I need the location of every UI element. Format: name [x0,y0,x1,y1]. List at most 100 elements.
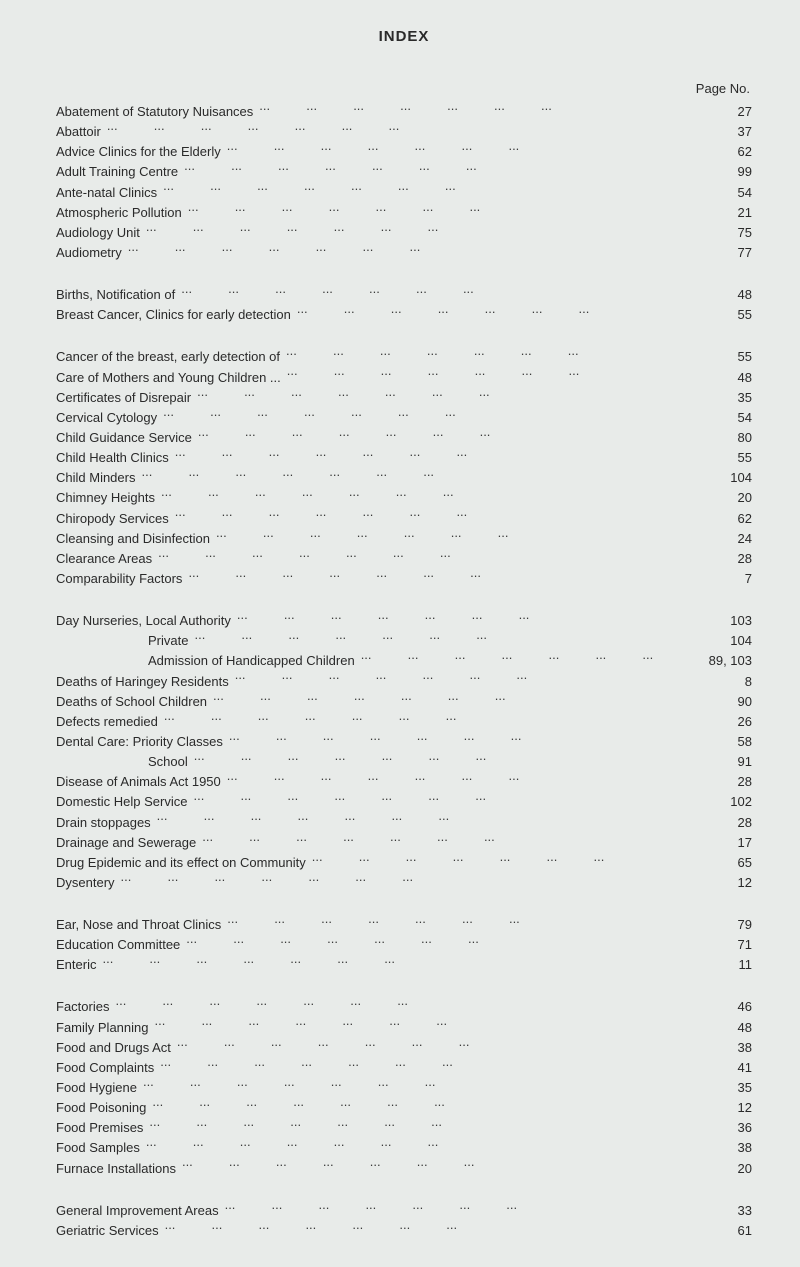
index-entry-label: Day Nurseries, Local Authority [56,611,237,631]
index-entry-page: 38 [702,1038,752,1058]
index-entry-page: 12 [702,873,752,893]
index-entry-page: 48 [702,1018,752,1038]
index-entry: Child Guidance Service 80 [56,428,752,448]
index-entry-label: Ante-natal Clinics [56,183,163,203]
index-entry-leader-dots [143,1079,702,1092]
index-entry-label: Child Guidance Service [56,428,198,448]
index-entry: Breast Cancer, Clinics for early detecti… [56,305,752,325]
index-entry: Cervical Cytology54 [56,408,752,428]
index-entry: Drain stoppages28 [56,813,752,833]
index-entry: Abattoir37 [56,122,752,142]
index-entry: Deaths of School Children90 [56,692,752,712]
index-entry-leader-dots [225,1202,702,1215]
index-entry: Enteric 11 [56,955,752,975]
index-entry-leader-dots [213,693,702,706]
index-entry-leader-dots [235,673,702,686]
index-entry-leader-dots [107,123,702,136]
index-entry-page: 35 [702,1078,752,1098]
index-entry: Certificates of Disrepair35 [56,388,752,408]
index-entry-page: 102 [702,792,752,812]
index-entry-leader-dots [202,834,702,847]
index-entry-leader-dots [361,652,701,665]
index-entry: Atmospheric Pollution21 [56,203,752,223]
index-entry: Care of Mothers and Young Children ...48 [56,368,752,388]
index-entry-page: 38 [702,1138,752,1158]
index-entry-label: School [56,752,194,772]
index-entry-page: 33 [702,1201,752,1221]
index-entry-leader-dots [188,204,702,217]
index-entry: Audiology Unit 75 [56,223,752,243]
index-entry: Food Samples38 [56,1138,752,1158]
index-entry-page: 103 [702,611,752,631]
index-entry: Births, Notification of48 [56,285,752,305]
index-entry-leader-dots [163,409,702,422]
index-entry-leader-dots [194,632,702,645]
index-entry: Adult Training Centre99 [56,162,752,182]
index-entry-leader-dots [177,1039,702,1052]
index-entry-leader-dots [198,429,702,442]
index-entry-leader-dots [194,753,702,766]
index-entry-label: Food Premises [56,1118,149,1138]
index-entry: Advice Clinics for the Elderly62 [56,142,752,162]
index-entry-page: 89, 103 [701,651,752,671]
index-entry: Abatement of Statutory Nuisances27 [56,102,752,122]
index-entry-leader-dots [146,1139,702,1152]
index-entry-page: 80 [702,428,752,448]
index-entry: Education Committee71 [56,935,752,955]
index-title: INDEX [56,28,752,45]
index-entry: Food Premises36 [56,1118,752,1138]
page-number-header: Page No. [56,81,752,96]
index-entry-leader-dots [237,612,702,625]
index-entry-label: Clearance Areas [56,549,158,569]
index-entry-leader-dots [115,998,702,1011]
index-entry-label: Drainage and Sewerage [56,833,202,853]
index-section: General Improvement Areas33Geriatric Ser… [56,1201,752,1241]
index-entry-page: 61 [702,1221,752,1241]
index-entry: Chiropody Services62 [56,509,752,529]
index-section: Factories46Family Planning48Food and Dru… [56,997,752,1178]
index-entry-page: 11 [702,955,752,975]
index-entry-leader-dots [163,184,702,197]
index-entry-label: Enteric [56,955,102,975]
index-entry-leader-dots [152,1099,702,1112]
index-entry-leader-dots [286,348,702,361]
index-entry-leader-dots [186,936,702,949]
index-entry-label: Domestic Help Service [56,792,194,812]
index-entry: Ante-natal Clinics54 [56,183,752,203]
index-entry-leader-dots [175,510,702,523]
index-entry-label: Audiometry [56,243,128,263]
index-entry: Ear, Nose and Throat Clinics79 [56,915,752,935]
index-entry-label: Births, Notification of [56,285,181,305]
index-entry: Food Poisoning12 [56,1098,752,1118]
index-entry-label: Cancer of the breast, early detection of [56,347,286,367]
index-entry-page: 75 [702,223,752,243]
index-entry-label: Audiology Unit [56,223,146,243]
index-entry: Deaths of Haringey Residents8 [56,672,752,692]
index-body: Abatement of Statutory Nuisances27Abatto… [56,102,752,1241]
index-entry: Geriatric Services 61 [56,1221,752,1241]
index-entry: General Improvement Areas33 [56,1201,752,1221]
index-entry-label: Abatement of Statutory Nuisances [56,102,259,122]
index-entry: Child Minders104 [56,468,752,488]
index-entry-leader-dots [141,469,702,482]
index-entry: Food Hygiene 35 [56,1078,752,1098]
index-entry: Dysentery12 [56,873,752,893]
index-entry-leader-dots [121,874,702,887]
index-entry-label: Child Health Clinics [56,448,175,468]
index-entry-label: Comparability Factors [56,569,188,589]
index-entry-label: Geriatric Services [56,1221,165,1241]
index-section: Cancer of the breast, early detection of… [56,347,752,589]
index-section: Abatement of Statutory Nuisances27Abatto… [56,102,752,263]
index-entry-leader-dots [297,306,702,319]
index-entry-leader-dots [146,224,702,237]
index-entry-page: 12 [702,1098,752,1118]
index-entry-label: Food Hygiene [56,1078,143,1098]
index-entry-label: Chimney Heights [56,488,161,508]
index-entry-leader-dots [229,733,702,746]
index-entry-page: 55 [702,305,752,325]
index-entry-page: 91 [702,752,752,772]
index-entry-label: Deaths of School Children [56,692,213,712]
index-entry-label: Education Committee [56,935,186,955]
index-entry-page: 46 [702,997,752,1017]
index-entry-label: Cleansing and Disinfection [56,529,216,549]
